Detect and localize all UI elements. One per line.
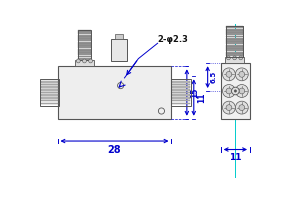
Bar [172,92,190,93]
Bar [77,32,92,34]
Bar [226,42,243,44]
Text: 2-φ2.3: 2-φ2.3 [158,35,188,44]
Circle shape [236,85,248,97]
Circle shape [223,101,236,114]
Bar [40,86,58,88]
Bar [226,47,243,49]
Bar [40,79,59,106]
Bar [172,100,190,101]
Bar [40,89,58,91]
Bar [111,39,127,61]
Bar [115,34,123,39]
Bar [172,84,190,85]
Bar [40,81,58,83]
Bar [226,54,243,56]
Bar [40,94,58,96]
Bar [40,84,58,85]
Bar [75,60,94,66]
Bar [172,81,190,83]
Bar [226,31,243,33]
Text: 28: 28 [108,145,121,155]
Circle shape [82,59,86,63]
Text: 6.5: 6.5 [211,71,217,83]
Bar [172,86,190,88]
Bar [77,44,92,46]
Bar [172,94,190,96]
Circle shape [236,68,248,81]
Bar [226,45,243,47]
Circle shape [223,85,236,97]
Circle shape [226,105,232,111]
Text: 11: 11 [197,92,206,103]
Bar [172,97,190,99]
Bar [77,51,92,53]
Bar [226,33,243,35]
Bar [77,37,92,39]
Bar [77,53,92,55]
Bar [40,103,58,104]
Circle shape [226,88,232,94]
Text: 11: 11 [229,153,242,162]
Bar [77,49,92,51]
Text: 15: 15 [190,87,199,98]
Bar [221,63,250,119]
Bar [77,39,92,41]
Bar [226,38,243,40]
Bar [226,26,243,57]
Bar [226,26,243,57]
Bar [77,42,92,44]
Bar [172,79,191,106]
Circle shape [239,105,245,111]
Bar [172,89,190,91]
Bar [40,97,58,99]
Circle shape [239,88,245,94]
Bar [226,49,243,51]
Circle shape [239,71,245,77]
Bar [40,92,58,93]
Bar [58,66,172,119]
Bar [77,30,92,60]
Circle shape [239,56,243,60]
Bar [226,26,243,28]
Circle shape [226,56,230,60]
Bar [77,46,92,48]
Bar [77,58,92,60]
Circle shape [89,59,92,63]
Bar [77,30,92,32]
Bar [226,52,243,54]
Bar [226,29,243,31]
Bar [40,100,58,101]
Bar [172,103,190,104]
Circle shape [236,101,248,114]
Bar [77,56,92,57]
Bar [77,35,92,37]
Circle shape [226,71,232,77]
Circle shape [76,59,80,63]
Circle shape [233,56,236,60]
Circle shape [232,87,239,95]
Bar [225,57,244,63]
Bar [226,40,243,42]
Circle shape [234,90,236,92]
Bar [226,36,243,37]
Circle shape [223,68,236,81]
